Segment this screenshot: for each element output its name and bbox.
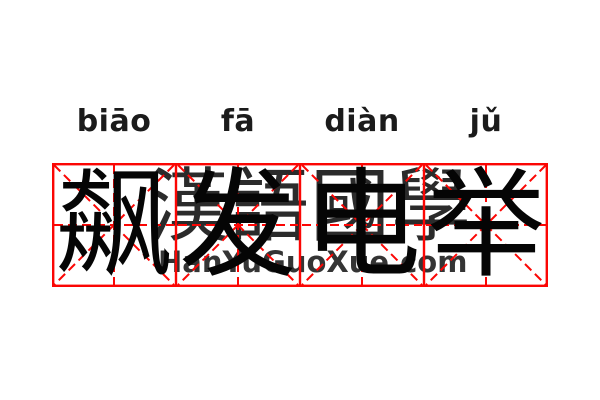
hanzi-row: 飙 发 电 举 [52, 163, 548, 287]
hanzi-char-1: 飙 [54, 156, 173, 294]
pinyin-syllable-3: diàn [324, 104, 400, 139]
watermark-site-url: HanYuGuoXue.com [158, 245, 468, 279]
hanzi-char-2: 发 [178, 156, 297, 294]
pinyin-syllable-1: biāo [76, 104, 152, 139]
pinyin-row: biāo fā diàn jǔ [52, 101, 548, 143]
pinyin-syllable-2: fā [220, 104, 256, 139]
grid-cell-guides-3 [301, 164, 423, 286]
grid-cell-guides-2 [177, 164, 299, 286]
grid-borders [52, 163, 548, 287]
watermark-cjk-text: 漢語國學 [148, 160, 472, 253]
mizige-grid [52, 163, 548, 287]
pinyin-syllable-4: jǔ [469, 104, 503, 139]
grid-cell-guides-1 [53, 164, 175, 286]
grid-cell-guides-4 [425, 164, 547, 286]
hanzi-char-3: 电 [302, 156, 421, 294]
hanzi-char-4: 举 [426, 156, 545, 294]
